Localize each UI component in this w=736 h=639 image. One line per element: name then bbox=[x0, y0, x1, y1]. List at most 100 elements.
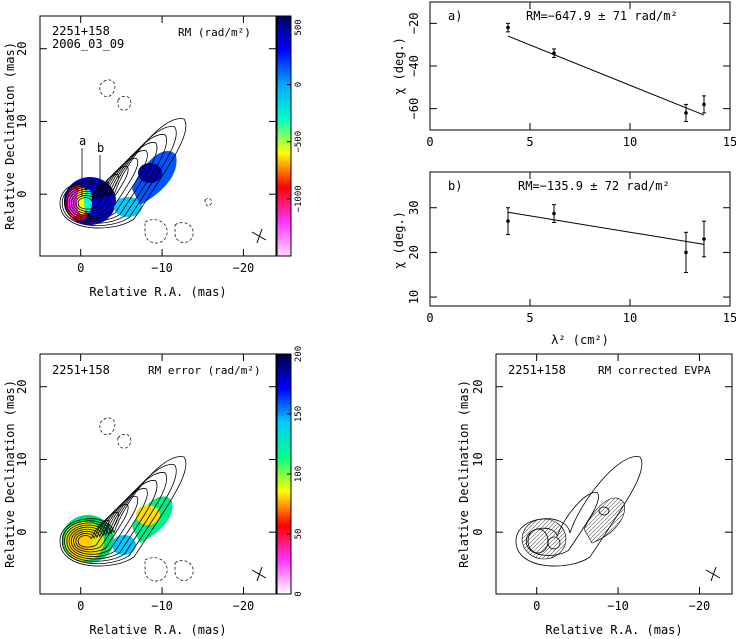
fit-b-ytick-label: 20 bbox=[407, 245, 421, 259]
rm-colorbar-tick-label: −1000 bbox=[294, 185, 304, 212]
fit-b-xtick-label: 0 bbox=[426, 311, 433, 325]
contour-ring bbox=[66, 142, 158, 222]
rm-error-ticks: 0 −10 −20 0 10 20 bbox=[15, 354, 276, 613]
fit-a-ytick-label: −40 bbox=[407, 55, 421, 77]
fit-b-ticks: 0 5 10 15 10 20 30 bbox=[407, 172, 736, 325]
fit-b-point bbox=[552, 211, 556, 216]
rm-error-colorbar-tick-label: 100 bbox=[294, 466, 304, 482]
contour-ring bbox=[75, 512, 119, 550]
contour-ring bbox=[515, 456, 643, 567]
rm-error-negative-contours bbox=[99, 417, 194, 582]
contour-ring bbox=[75, 174, 119, 212]
fit-a-ylabel: χ (deg.) bbox=[392, 37, 406, 95]
rm-error-xtick-label: −10 bbox=[151, 599, 173, 613]
evpa-ticks: 0 −10 −20 0 10 20 bbox=[471, 354, 732, 613]
rm-error-beam-cross bbox=[251, 566, 267, 582]
rm-ytick-label: 0 bbox=[15, 191, 29, 198]
fit-b-ytick-label: 30 bbox=[407, 201, 421, 215]
rm-beam-cross bbox=[251, 228, 267, 244]
fit-a-ytick-label: −60 bbox=[407, 98, 421, 120]
rm-colorbar bbox=[276, 15, 292, 257]
evpa-ytick-label: 0 bbox=[471, 529, 485, 536]
fit-a-ytick-label: −20 bbox=[407, 12, 421, 34]
fit-b-xtick-label: 5 bbox=[526, 311, 533, 325]
rm-ylabel: Relative Declination (mas) bbox=[3, 42, 17, 230]
fit-a-xtick-label: 5 bbox=[526, 135, 533, 149]
rm-error-colorbar-tick-label: 0 bbox=[294, 591, 304, 596]
rm-colorbar-ticks: 500 0 −500 −1000 bbox=[287, 19, 304, 212]
rm-error-frame bbox=[39, 353, 277, 595]
evpa-beam-cross bbox=[705, 566, 721, 582]
rm-map-frame bbox=[39, 15, 277, 257]
rm-error-colorbar-tick-label: 50 bbox=[294, 529, 304, 540]
rm-error-ylabel: Relative Declination (mas) bbox=[3, 380, 17, 568]
fit-b-rm-label: RM=−135.9 ± 72 rad/m² bbox=[518, 179, 670, 193]
rm-colorbar-tick-label: 500 bbox=[294, 19, 304, 35]
rm-error-contours bbox=[59, 456, 187, 567]
fit-b-frame bbox=[429, 171, 731, 307]
contour-ring bbox=[525, 492, 599, 556]
contour-ring bbox=[77, 520, 110, 548]
rm-source-label: 2251+158 bbox=[52, 24, 110, 38]
rm-ytick-label: 10 bbox=[15, 114, 29, 128]
rm-error-image bbox=[59, 417, 194, 582]
rm-ytick-label: 20 bbox=[15, 42, 29, 56]
evpa-ylabel: Relative Declination (mas) bbox=[457, 380, 471, 568]
fit-a-ticks: 0 5 10 15 −20 −40 −60 bbox=[407, 2, 736, 149]
fit-a-point bbox=[506, 25, 510, 30]
fit-b-ylabel: χ (deg.) bbox=[392, 211, 406, 269]
rm-xtick-label: 0 bbox=[77, 261, 84, 275]
fit-a-panel: 0 5 10 15 −20 −40 −60 a) RM=−647.9 ± 71 rad/m²… bbox=[392, 1, 736, 149]
rm-colorbar-tick-label: −500 bbox=[294, 131, 304, 153]
evpa-map-label: RM corrected EVPA bbox=[598, 364, 711, 377]
fit-a-xtick-label: 10 bbox=[623, 135, 637, 149]
evpa-image bbox=[515, 456, 643, 567]
fit-a-panel-label: a) bbox=[448, 9, 462, 23]
rm-map-label: RM (rad/m²) bbox=[178, 26, 251, 39]
rm-error-ytick-label: 0 bbox=[15, 529, 29, 536]
rm-contours bbox=[59, 118, 187, 229]
rm-date-label: 2006_03_09 bbox=[52, 37, 124, 51]
fit-b-fit-line bbox=[507, 211, 705, 245]
rm-map-image bbox=[59, 79, 212, 244]
fit-a-marks bbox=[506, 22, 706, 122]
fit-b-ytick-label: 10 bbox=[407, 290, 421, 304]
fit-a-xtick-label: 0 bbox=[426, 135, 433, 149]
fit-b-point bbox=[506, 219, 510, 223]
contour-ring bbox=[70, 496, 139, 555]
rm-colorbar-tick-label: 0 bbox=[294, 82, 304, 87]
component-label-a: a bbox=[79, 134, 86, 148]
rm-xtick-label: −20 bbox=[233, 261, 255, 275]
fit-b-point bbox=[684, 250, 688, 255]
rm-xtick-label: −10 bbox=[151, 261, 173, 275]
fit-b-marks bbox=[506, 204, 706, 273]
rm-error-xtick-label: 0 bbox=[77, 599, 84, 613]
evpa-xlabel: Relative R.A. (mas) bbox=[545, 623, 682, 637]
evpa-source-label: 2251+158 bbox=[508, 363, 566, 377]
contour-ring bbox=[77, 182, 110, 210]
evpa-xtick-label: −10 bbox=[607, 599, 629, 613]
contour-ring bbox=[73, 504, 129, 553]
fit-b-xtick-label: 15 bbox=[723, 311, 736, 325]
rm-component-markers bbox=[81, 148, 101, 200]
evpa-ytick-label: 20 bbox=[471, 380, 485, 394]
fit-b-xtick-label: 10 bbox=[623, 311, 637, 325]
fit-b-panel: 0 5 10 15 10 20 30 b) RM=−135.9 ± 72 rad/m² χ … bbox=[392, 171, 736, 347]
rm-error-colorbar-tick-label: 200 bbox=[294, 346, 304, 362]
contour-ring bbox=[61, 464, 177, 565]
contour-ring bbox=[70, 158, 139, 217]
rm-error-colorbar-tick-label: 150 bbox=[294, 406, 304, 422]
rm-map-ticks: 0 −10 −20 0 10 20 bbox=[15, 16, 276, 275]
rm-error-ytick-label: 20 bbox=[15, 380, 29, 394]
rm-negative-contours bbox=[99, 79, 212, 244]
rm-error-xtick-label: −20 bbox=[233, 599, 255, 613]
fit-a-fit-line bbox=[507, 35, 705, 116]
fit-a-point bbox=[552, 51, 556, 55]
fit-b-xlabel: λ² (cm²) bbox=[551, 333, 609, 347]
rm-error-map-label: RM error (rad/m²) bbox=[148, 364, 261, 377]
fit-a-point bbox=[684, 111, 688, 115]
evpa-xtick-label: 0 bbox=[533, 599, 540, 613]
